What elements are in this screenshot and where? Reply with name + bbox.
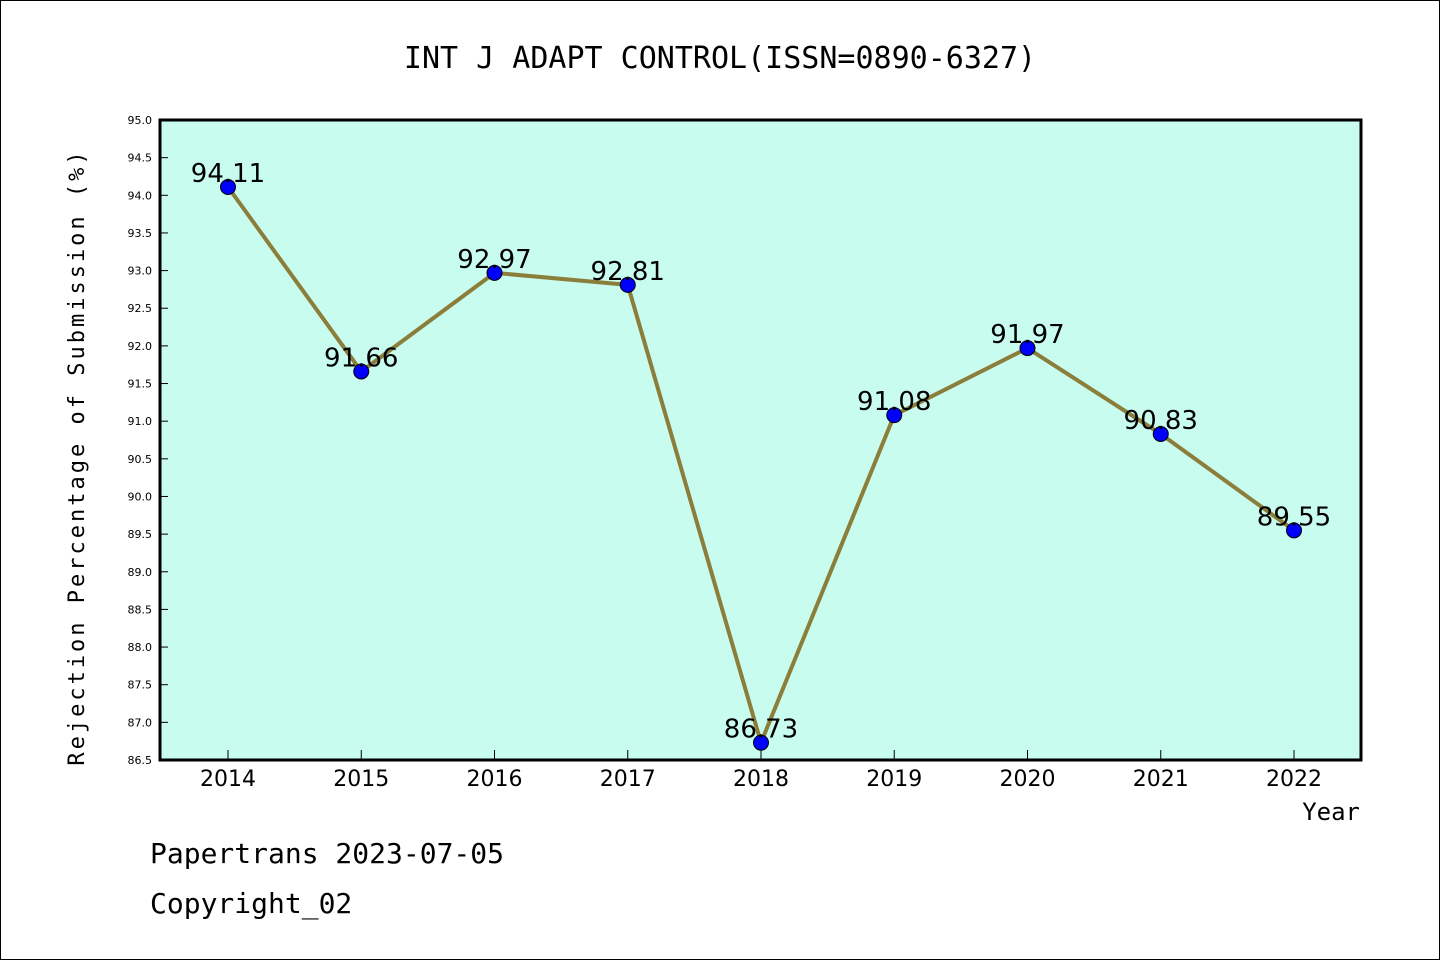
data-point-2017	[619, 276, 636, 293]
y-tick-label: 92.0	[128, 340, 153, 353]
data-label-2018: 86.73	[724, 715, 798, 745]
y-tick-label: 91.0	[128, 415, 153, 428]
data-point-2021	[1152, 425, 1169, 442]
data-label-2019: 91.08	[857, 387, 931, 417]
data-point-2018	[753, 734, 769, 751]
y-tick-label: 89.0	[128, 566, 153, 579]
x-axis-label: Year	[1302, 798, 1360, 826]
x-axis-ticks: 2014 2015 2016 2017 2018 2019 2020 2021 2022	[200, 750, 1322, 792]
y-tick-label: 92.5	[128, 302, 153, 315]
y-tick-label: 90.5	[128, 453, 153, 466]
y-tick-label: 88.5	[128, 603, 153, 616]
data-label-2016: 92.97	[457, 245, 531, 275]
y-axis-ticks: 86.5 87.0 87.5 88.0 88.5 89.0 89.5 90.0 90.5 91.0…	[128, 114, 168, 767]
x-tick-label: 2016	[467, 767, 523, 792]
y-tick-label: 94.5	[128, 152, 153, 165]
y-tick-label: 87.0	[128, 716, 153, 729]
data-label-2015: 91.66	[324, 343, 398, 373]
x-tick-label: 2021	[1133, 767, 1189, 792]
data-point-2014	[220, 179, 236, 196]
y-tick-label: 95.0	[128, 114, 153, 127]
plot-area	[158, 118, 1363, 762]
y-tick-label: 93.0	[128, 265, 153, 278]
y-axis-label: Rejection Percentage of Submission (%)	[65, 148, 90, 765]
data-label-2017: 92.81	[591, 257, 665, 287]
y-tick-label: 91.5	[128, 378, 153, 391]
data-label-2022: 89.55	[1257, 502, 1331, 532]
footer-copyright-text: Copyright_02	[150, 887, 352, 921]
y-tick-label: 94.0	[128, 189, 153, 202]
y-tick-label: 87.5	[128, 679, 153, 692]
x-tick-label: 2022	[1266, 767, 1322, 792]
x-tick-label: 2018	[733, 767, 789, 792]
x-tick-label: 2014	[200, 767, 256, 792]
data-label-2014: 94.11	[191, 159, 265, 189]
x-tick-label: 2017	[600, 767, 656, 792]
y-tick-label: 88.0	[128, 641, 153, 654]
data-point-2020	[1019, 340, 1036, 357]
y-tick-label: 90.0	[128, 490, 153, 503]
y-tick-label: 93.5	[128, 227, 153, 240]
x-tick-label: 2020	[1000, 767, 1056, 792]
data-label-group: 94.11 91.66 92.97 92.81 86.73 91.08 91.97 90.83…	[191, 159, 1331, 745]
marker-group	[220, 179, 1302, 751]
data-label-2021: 90.83	[1124, 406, 1198, 436]
data-point-2019	[886, 407, 903, 424]
data-point-2015	[353, 363, 370, 380]
footer-date-text: Papertrans 2023-07-05	[150, 837, 504, 870]
y-tick-label: 86.5	[128, 754, 153, 767]
y-tick-label: 89.5	[128, 528, 153, 541]
chart-title: INT J ADAPT CONTROL(ISSN=0890-6327)	[404, 41, 1036, 76]
data-point-2022	[1286, 522, 1302, 539]
x-tick-label: 2015	[333, 767, 389, 792]
data-label-2020: 91.97	[990, 320, 1064, 350]
x-tick-label: 2019	[866, 767, 922, 792]
data-point-2016	[486, 264, 503, 281]
